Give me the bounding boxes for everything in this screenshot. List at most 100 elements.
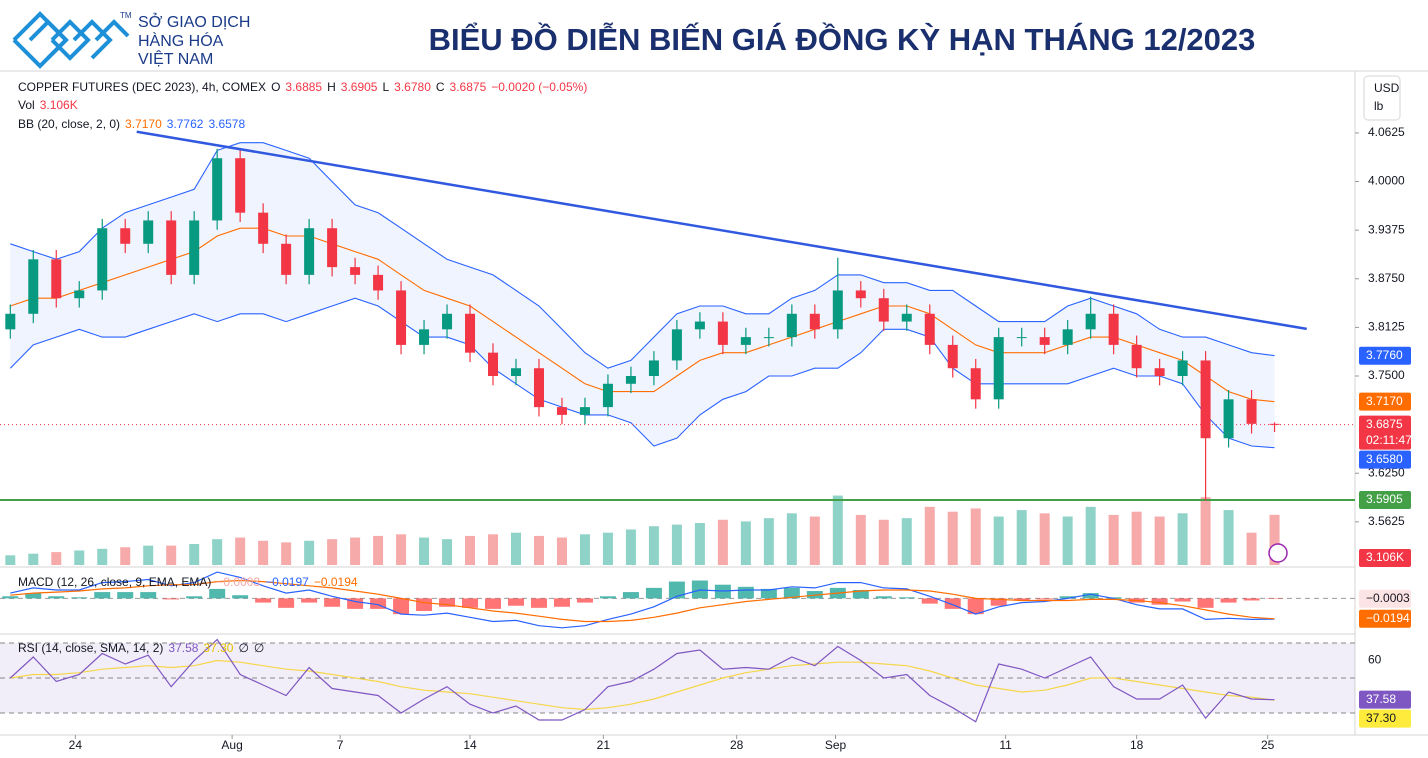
macd-histogram bbox=[875, 596, 892, 599]
volume-bar bbox=[396, 534, 407, 565]
candle-body bbox=[901, 313, 912, 322]
candle-body bbox=[671, 329, 682, 361]
legend: COPPER FUTURES (DEC 2023), 4h, COMEX O 3.6… bbox=[18, 80, 587, 94]
candle-body bbox=[556, 407, 567, 415]
macd-histogram bbox=[1174, 598, 1191, 602]
volume-bar bbox=[51, 552, 62, 565]
volume-bar bbox=[1062, 516, 1073, 565]
price-badge bbox=[1359, 709, 1411, 728]
legend-item: L bbox=[382, 80, 389, 94]
macd-histogram bbox=[553, 598, 570, 607]
signal-line bbox=[10, 579, 1275, 623]
legend-item: 3.7170 bbox=[125, 117, 162, 131]
legend-item: 3.6875 bbox=[450, 80, 487, 94]
macd-histogram bbox=[2, 596, 19, 599]
volume-bar bbox=[1039, 513, 1050, 565]
legend-item: ∅ bbox=[238, 641, 248, 655]
candle-body bbox=[465, 313, 476, 353]
legend-item: 37.30 bbox=[203, 641, 233, 655]
trendline bbox=[136, 130, 1307, 331]
candle-body bbox=[786, 313, 797, 338]
volume-bar bbox=[832, 495, 843, 565]
y-tick-label: 3.8125 bbox=[1368, 320, 1405, 334]
volume-bar bbox=[1085, 506, 1096, 565]
macd-histogram bbox=[599, 596, 616, 599]
legend-item: 3.7762 bbox=[167, 117, 204, 131]
price-badge bbox=[1359, 415, 1411, 450]
rsi-tick-label: 60 bbox=[1368, 653, 1382, 667]
volume-bar bbox=[625, 529, 636, 565]
y-tick-label: 4.0625 bbox=[1368, 125, 1405, 139]
candle-body bbox=[832, 290, 843, 330]
macd-histogram bbox=[645, 587, 662, 599]
volume-bar bbox=[442, 539, 453, 565]
macd-histogram bbox=[393, 598, 410, 615]
candle-body bbox=[51, 259, 62, 299]
y-tick-label: 3.8750 bbox=[1368, 271, 1405, 285]
volume-bar bbox=[327, 539, 338, 565]
legend-item: Vol bbox=[18, 98, 35, 112]
macd-histogram bbox=[737, 586, 754, 599]
candle-body bbox=[166, 220, 177, 275]
candle-body bbox=[442, 313, 453, 330]
volume-bar bbox=[235, 537, 246, 565]
price-badge bbox=[1359, 346, 1411, 365]
candle-body bbox=[947, 344, 958, 369]
rsi-line bbox=[9, 638, 1275, 723]
price-badge-label: 3.6580 bbox=[1366, 452, 1403, 466]
volume-bar bbox=[5, 555, 16, 565]
candle-body bbox=[740, 337, 751, 345]
volume-bar bbox=[465, 535, 476, 565]
candle-body bbox=[1246, 399, 1257, 424]
x-tick-label: 24 bbox=[69, 738, 83, 752]
macd-histogram bbox=[485, 598, 502, 609]
macd-histogram bbox=[668, 581, 685, 599]
volume-bar bbox=[1269, 514, 1280, 565]
x-tick-label: 14 bbox=[463, 738, 477, 752]
volume-bar bbox=[694, 523, 705, 565]
volume-bar bbox=[740, 521, 751, 565]
legend-item: −0.0003 bbox=[216, 575, 260, 589]
candle-body bbox=[809, 313, 820, 330]
candle-body bbox=[1062, 329, 1073, 345]
macd-histogram bbox=[25, 593, 42, 599]
candle-body bbox=[97, 228, 108, 291]
candle-body bbox=[327, 228, 338, 268]
legend-item: 3.6905 bbox=[341, 80, 378, 94]
price-badge bbox=[1359, 609, 1411, 628]
volume-bar bbox=[1177, 513, 1188, 565]
candle-body bbox=[1108, 313, 1119, 345]
legend-item: O bbox=[271, 80, 280, 94]
x-tick-label: 11 bbox=[999, 738, 1012, 752]
candle-body bbox=[1177, 360, 1188, 376]
volume-bar bbox=[1108, 514, 1119, 565]
currency-box[interactable] bbox=[1363, 75, 1401, 121]
y-tick-label: 3.6250 bbox=[1368, 465, 1405, 479]
candle-body bbox=[189, 220, 200, 275]
volume-bar bbox=[1223, 510, 1234, 565]
macd-histogram bbox=[117, 592, 134, 599]
macd-histogram bbox=[530, 598, 547, 608]
volume-bar bbox=[579, 534, 590, 565]
macd-histogram bbox=[576, 598, 593, 603]
x-tick-label: 25 bbox=[1261, 738, 1275, 752]
volume-bar bbox=[1246, 532, 1257, 565]
macd-histogram bbox=[852, 589, 869, 599]
candle-body bbox=[763, 337, 774, 339]
price-badge-label: −0.0003 bbox=[1366, 591, 1410, 605]
candle-body bbox=[373, 274, 384, 291]
volume-bar bbox=[855, 514, 866, 565]
candle-body bbox=[993, 337, 1004, 400]
currency-unit: lb bbox=[1374, 99, 1384, 113]
macd-histogram bbox=[163, 598, 180, 600]
replay-icon[interactable] bbox=[1268, 543, 1288, 563]
price-badge-label: 37.58 bbox=[1366, 692, 1396, 706]
candle-body bbox=[396, 290, 407, 345]
candle-body bbox=[648, 360, 659, 376]
candle-body bbox=[1085, 313, 1096, 330]
macd-histogram bbox=[462, 598, 479, 608]
macd-histogram bbox=[347, 598, 364, 609]
x-tick-label: 7 bbox=[337, 738, 344, 752]
legend-item: 37.58 bbox=[168, 641, 198, 655]
